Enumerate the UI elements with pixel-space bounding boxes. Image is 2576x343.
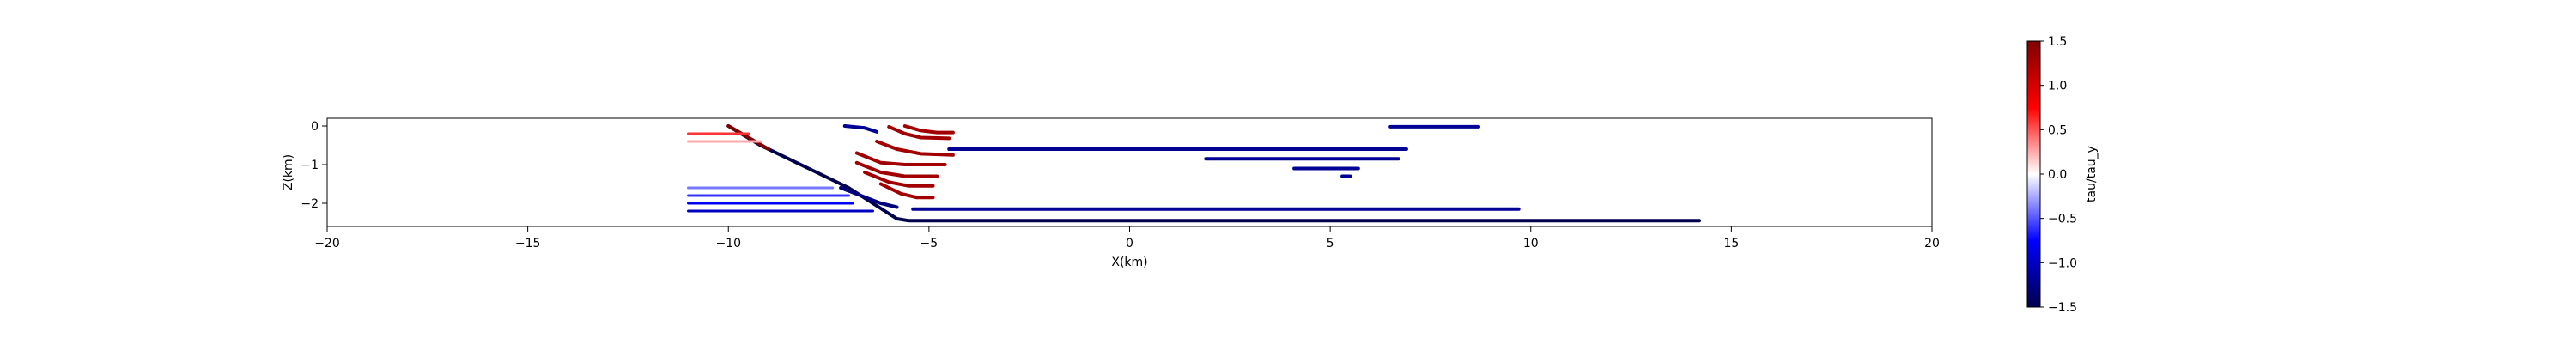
y-tick-label: −1 [301, 159, 319, 172]
x-tick-label: 5 [1327, 237, 1334, 250]
colorbar-tick-label: 1.0 [2048, 80, 2067, 93]
x-tick-label: −10 [715, 237, 741, 250]
x-tick-label: 20 [1924, 237, 1940, 250]
colorbar-tick-label: −1.5 [2048, 301, 2077, 315]
fault-segment-7 [854, 160, 939, 178]
colorbar-tick-label: −0.5 [2048, 213, 2077, 226]
y-tick-label: 0 [311, 120, 319, 134]
fault-segment-5 [875, 140, 955, 157]
fault-segment-9 [878, 182, 935, 200]
x-tick-label: 15 [1723, 237, 1739, 250]
colorbar: 1.5 1.0 0.5 0.0 −0.5 −1.0 −1.5 tau/tau_y [2026, 35, 2099, 315]
y-axis-label: Z(km) [282, 154, 295, 190]
x-tick-label: −5 [920, 237, 939, 250]
fault-segment-3 [887, 124, 951, 141]
fault-segment-1 [726, 124, 770, 151]
fault-segment-2 [842, 124, 879, 134]
fault-segment-4 [902, 124, 955, 135]
x-tick-label: −20 [314, 237, 340, 250]
colorbar-tick-label: 1.5 [2048, 35, 2067, 49]
colorbar-tick-label: 0.5 [2048, 123, 2067, 137]
fault-segment-8 [863, 171, 935, 188]
x-tick-label: −15 [515, 237, 541, 250]
fault-segment-0 [726, 124, 1701, 223]
colorbar-tick-label: −1.0 [2048, 256, 2077, 270]
x-tick-label: 0 [1126, 237, 1133, 250]
x-tick-label: 10 [1523, 237, 1539, 250]
fault-segment-10 [839, 186, 899, 209]
axes: −20 −15 −10 −5 0 5 10 15 20 0 −1 −2 X(km) Z(km) [282, 117, 1940, 269]
x-axis-label: X(km) [1111, 256, 1147, 269]
fault-segments [687, 124, 1701, 223]
fault-segment-6 [854, 151, 947, 166]
colorbar-gradient [2026, 40, 2041, 308]
y-tick-label: −2 [301, 197, 319, 211]
colorbar-label: tau/tau_y [2085, 146, 2099, 202]
colorbar-tick-label: 0.0 [2048, 168, 2067, 182]
